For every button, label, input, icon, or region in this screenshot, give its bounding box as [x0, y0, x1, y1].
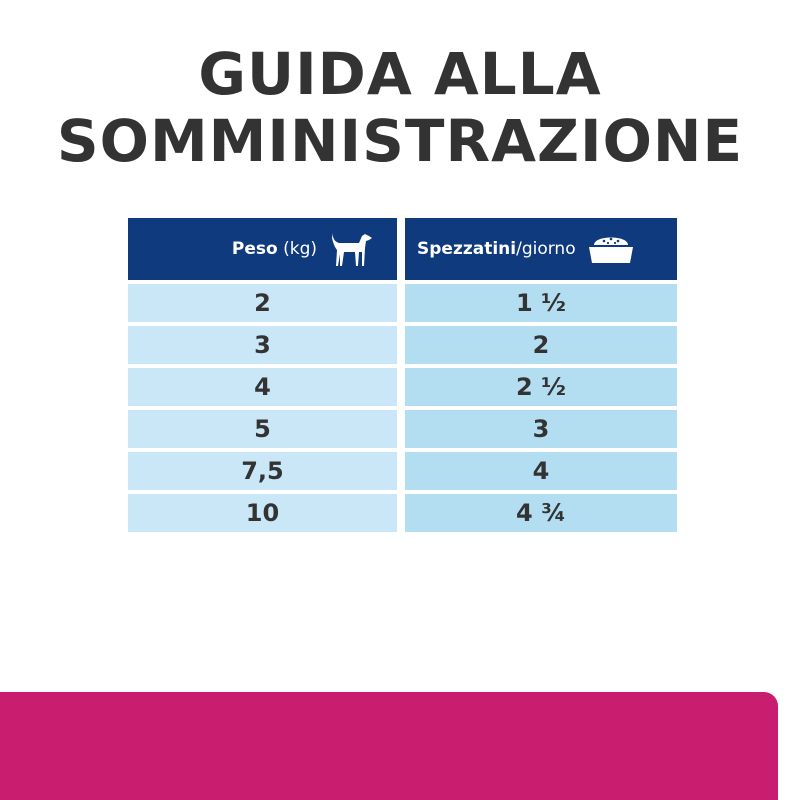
portion-cell: 3: [405, 410, 677, 448]
weight-column: Peso (kg) 2 3 4 5 7,5 10: [128, 218, 397, 532]
portion-header-bold: Spezzatini: [417, 239, 517, 259]
weight-header-bold: Peso: [231, 239, 278, 259]
dog-icon: [332, 232, 372, 266]
portion-cell: 2: [405, 326, 677, 364]
weight-cell: 3: [128, 326, 397, 364]
weight-cell: 2: [128, 284, 397, 322]
weight-cell: 7,5: [128, 452, 397, 490]
weight-cell: 5: [128, 410, 397, 448]
page-title-line1: GUIDA ALLA: [198, 40, 602, 108]
food-bowl-icon: [588, 237, 633, 263]
weight-cell: 10: [128, 494, 397, 532]
portion-header: Spezzatini/giorno: [405, 218, 677, 280]
portion-cell: 4 ¾: [405, 494, 677, 532]
portion-column: Spezzatini/giorno 1 ½ 2 2 ½ 3 4 4 ¾: [405, 218, 677, 532]
decorative-band: [0, 692, 778, 800]
page-title-line2: SOMMINISTRAZIONE: [56, 107, 744, 175]
portion-cell: 2 ½: [405, 368, 677, 406]
weight-header: Peso (kg): [128, 218, 397, 280]
weight-header-unit: (kg): [277, 239, 317, 259]
portion-cell: 1 ½: [405, 284, 677, 322]
portion-cell: 4: [405, 452, 677, 490]
portion-header-unit: /giorno: [516, 239, 576, 259]
weight-cell: 4: [128, 368, 397, 406]
